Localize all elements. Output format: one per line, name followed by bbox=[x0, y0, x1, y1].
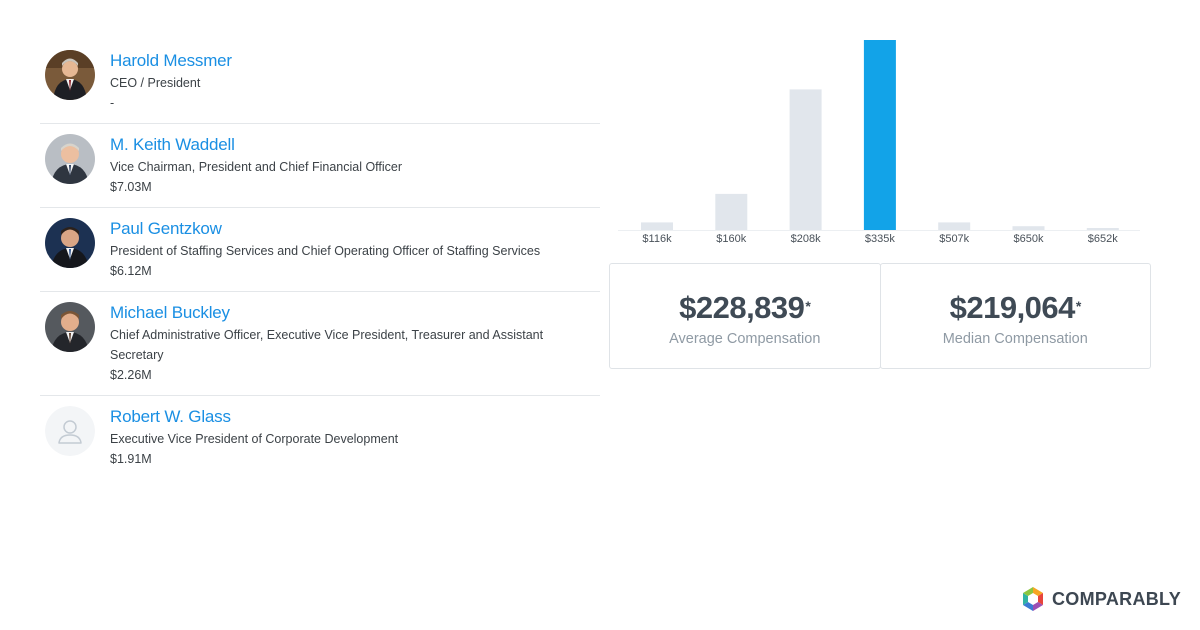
histogram-tick-label: $116k bbox=[642, 233, 672, 245]
executive-name[interactable]: Michael Buckley bbox=[110, 303, 230, 322]
executive-title: Chief Administrative Officer, Executive … bbox=[110, 325, 600, 365]
executive-row: Harold Messmer CEO / President - bbox=[40, 40, 600, 124]
histogram-bar[interactable] bbox=[863, 40, 896, 230]
histogram-bar[interactable] bbox=[789, 89, 822, 231]
footnote-marker: * bbox=[1075, 298, 1081, 314]
executive-row: Robert W. Glass Executive Vice President… bbox=[40, 396, 600, 479]
executive-avatar-placeholder[interactable] bbox=[45, 406, 95, 456]
executive-avatar[interactable] bbox=[45, 218, 95, 268]
histogram-tick-label: $650k bbox=[1014, 233, 1044, 245]
executive-avatar[interactable] bbox=[45, 50, 95, 100]
executive-avatar[interactable] bbox=[45, 302, 95, 352]
executive-compensation: $1.91M bbox=[110, 452, 152, 466]
executive-row: M. Keith Waddell Vice Chairman, Presiden… bbox=[40, 124, 600, 208]
compensation-stats: $228,839* Average Compensation $219,064*… bbox=[609, 263, 1151, 369]
histogram-bar[interactable] bbox=[715, 193, 748, 230]
compensation-histogram-svg: $116k $160k $208k $335k $507k $650k $652k bbox=[618, 40, 1140, 245]
footnote-marker: * bbox=[805, 298, 811, 314]
histogram-bar[interactable] bbox=[641, 222, 673, 230]
brand-name: COMPARABLY bbox=[1052, 588, 1182, 609]
executive-title: CEO / President bbox=[110, 76, 201, 90]
executive-row: Paul Gentzkow President of Staffing Serv… bbox=[40, 208, 600, 292]
median-compensation-value: $219,064* bbox=[949, 290, 1082, 325]
histogram-tick-label: $652k bbox=[1088, 233, 1118, 245]
average-compensation-value: $228,839* bbox=[679, 290, 811, 325]
executive-compensation: $6.12M bbox=[110, 264, 152, 278]
comparably-logo[interactable]: COMPARABLY bbox=[1020, 586, 1181, 612]
executive-compensation: $2.26M bbox=[110, 368, 152, 382]
median-compensation-label: Median Compensation bbox=[942, 331, 1088, 347]
executive-avatar[interactable] bbox=[45, 134, 95, 184]
executive-name[interactable]: Paul Gentzkow bbox=[110, 219, 222, 238]
executive-title: President of Staffing Services and Chief… bbox=[110, 244, 541, 258]
executive-compensation: - bbox=[110, 96, 115, 110]
executive-title: Executive Vice President of Corporate De… bbox=[110, 432, 399, 446]
median-compensation-card: $219,064* Median Compensation bbox=[879, 263, 1151, 369]
executive-title-line: Secretary bbox=[110, 348, 164, 362]
average-compensation-card: $228,839* Average Compensation bbox=[609, 263, 881, 369]
executive-name[interactable]: Robert W. Glass bbox=[110, 407, 231, 426]
executive-title: Vice Chairman, President and Chief Finan… bbox=[110, 160, 403, 174]
histogram-bar[interactable] bbox=[1012, 226, 1045, 230]
histogram-bar[interactable] bbox=[938, 222, 971, 230]
executive-title-line: Chief Administrative Officer, Executive … bbox=[110, 328, 544, 342]
comparably-logo-icon bbox=[1023, 587, 1043, 611]
executive-compensation: $7.03M bbox=[110, 180, 152, 194]
average-compensation-label: Average Compensation bbox=[669, 331, 821, 347]
histogram-tick-label: $208k bbox=[791, 233, 821, 245]
executive-list: Harold Messmer CEO / President - M. Keit… bbox=[40, 40, 600, 479]
histogram-tick-label: $335k bbox=[865, 233, 895, 245]
executive-name[interactable]: Harold Messmer bbox=[110, 51, 232, 70]
histogram-tick-label: $507k bbox=[939, 233, 969, 245]
compensation-histogram: $116k $160k $208k $335k $507k $650k $652k bbox=[618, 30, 1140, 250]
histogram-bar[interactable] bbox=[1086, 228, 1119, 230]
executive-row: Michael Buckley Chief Administrative Off… bbox=[40, 292, 600, 396]
executive-name[interactable]: M. Keith Waddell bbox=[110, 135, 235, 154]
histogram-tick-label: $160k bbox=[716, 233, 746, 245]
user-placeholder-icon bbox=[45, 406, 95, 456]
